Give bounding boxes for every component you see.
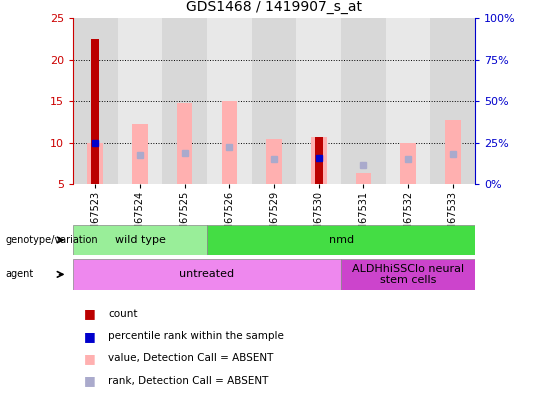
Text: ■: ■ <box>84 330 96 343</box>
Bar <box>207 18 252 184</box>
Text: genotype/variation: genotype/variation <box>5 235 98 245</box>
Bar <box>341 18 386 184</box>
Bar <box>266 139 282 184</box>
Bar <box>400 143 416 184</box>
Bar <box>296 18 341 184</box>
Bar <box>386 18 430 184</box>
Text: count: count <box>108 309 138 319</box>
Bar <box>163 18 207 184</box>
Text: ■: ■ <box>84 352 96 365</box>
Bar <box>91 39 99 184</box>
Bar <box>207 225 475 255</box>
Bar <box>356 173 372 184</box>
Bar <box>87 143 103 184</box>
Bar <box>73 259 341 290</box>
Text: rank, Detection Call = ABSENT: rank, Detection Call = ABSENT <box>108 376 268 386</box>
Bar <box>445 119 461 184</box>
Text: value, Detection Call = ABSENT: value, Detection Call = ABSENT <box>108 354 273 363</box>
Text: agent: agent <box>5 269 33 279</box>
Text: ALDHhiSSClo neural
stem cells: ALDHhiSSClo neural stem cells <box>352 264 464 285</box>
Title: GDS1468 / 1419907_s_at: GDS1468 / 1419907_s_at <box>186 0 362 15</box>
Bar <box>118 18 163 184</box>
Text: untreated: untreated <box>179 269 234 279</box>
Bar <box>430 18 475 184</box>
Bar <box>315 137 323 184</box>
Bar <box>221 101 237 184</box>
Text: ■: ■ <box>84 374 96 387</box>
Bar <box>73 225 207 255</box>
Bar <box>252 18 296 184</box>
Bar <box>73 18 118 184</box>
Text: ■: ■ <box>84 307 96 320</box>
Text: percentile rank within the sample: percentile rank within the sample <box>108 331 284 341</box>
Bar <box>341 259 475 290</box>
Bar <box>177 103 192 184</box>
Bar <box>132 124 148 184</box>
Text: wild type: wild type <box>114 235 165 245</box>
Bar <box>311 137 327 184</box>
Text: nmd: nmd <box>328 235 354 245</box>
